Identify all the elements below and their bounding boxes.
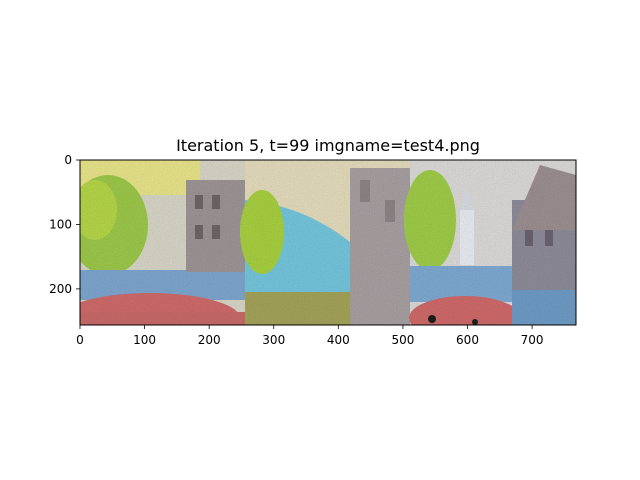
y-tick-label: 100 [49,217,72,231]
axes-frame [79,159,577,326]
image-panels [80,160,576,325]
x-tick-label: 700 [521,333,544,347]
x-tick-label: 400 [327,333,350,347]
chart-title: Iteration 5, t=99 imgname=test4.png [176,136,480,155]
image-panel-2 [240,160,410,325]
y-axis-ticks: 0 100 200 [49,153,80,296]
image-panel-3 [404,160,576,325]
x-tick-label: 100 [133,333,156,347]
x-tick-label: 0 [76,333,84,347]
x-axis-ticks: 0 100 200 300 400 500 600 700 [76,325,544,347]
y-tick-label: 200 [49,282,72,296]
axes: 0 100 200 300 400 500 600 700 0 100 200 [49,153,577,347]
y-tick-label: 0 [64,153,72,167]
x-tick-label: 200 [198,333,221,347]
x-tick-label: 300 [262,333,285,347]
image-panel-1 [80,160,245,325]
x-tick-label: 600 [456,333,479,347]
x-tick-label: 500 [391,333,414,347]
